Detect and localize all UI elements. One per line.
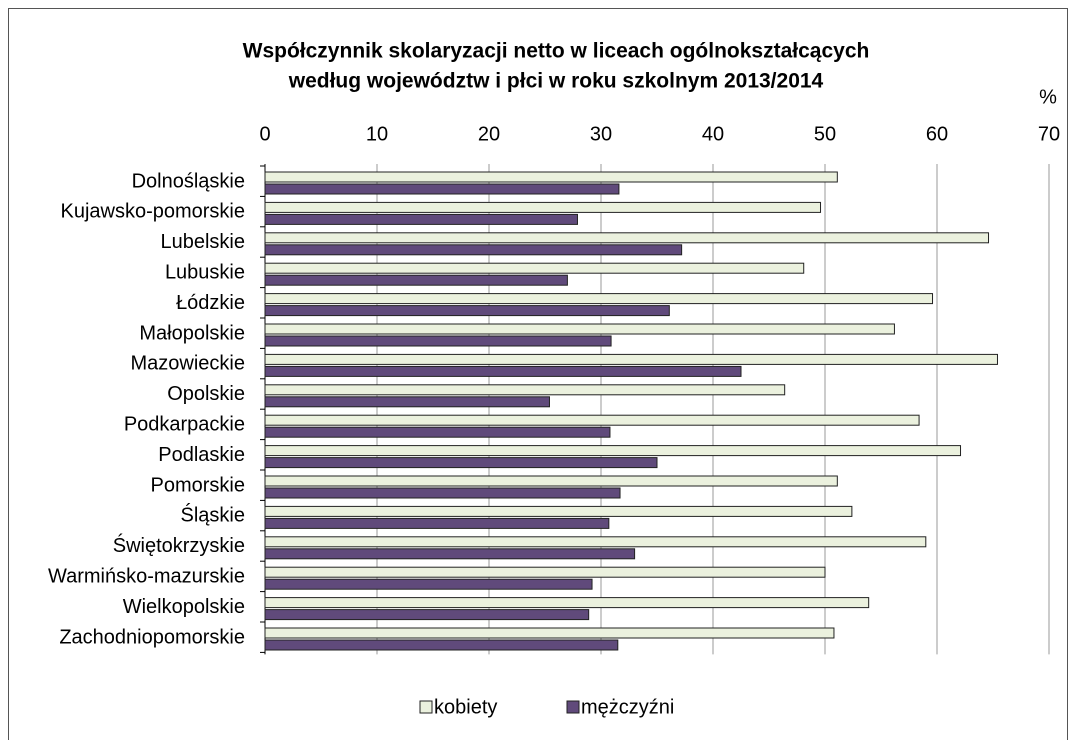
chart-title: Współczynnik skolaryzacji netto w liceac… xyxy=(243,40,870,63)
bar xyxy=(264,627,835,639)
legend-label: kobiety xyxy=(434,696,497,718)
bar xyxy=(264,505,853,517)
bar xyxy=(264,639,619,651)
bar xyxy=(264,578,593,590)
bar xyxy=(264,274,568,286)
y-tick-label: Wielkopolskie xyxy=(123,596,245,618)
y-tick-label: Pomorskie xyxy=(151,474,245,496)
bar xyxy=(264,201,822,213)
bar xyxy=(264,445,962,457)
bar xyxy=(264,457,658,469)
axis-unit: % xyxy=(1039,86,1057,108)
y-tick-label: Łódzkie xyxy=(176,292,245,314)
y-tick-label: Podlaskie xyxy=(158,444,245,466)
bar xyxy=(264,323,895,335)
bar xyxy=(264,232,990,244)
x-tick-label: 60 xyxy=(926,123,948,145)
bar xyxy=(264,305,670,317)
y-tick-label: Lubelskie xyxy=(160,231,245,253)
y-tick-label: Opolskie xyxy=(167,383,245,405)
bar xyxy=(264,353,998,365)
y-tick-label: Śląskie xyxy=(181,503,245,527)
x-tick-label: 50 xyxy=(814,123,836,145)
bar xyxy=(264,609,590,621)
bar xyxy=(264,293,934,305)
y-tick-label: Podkarpackie xyxy=(124,413,245,435)
bar xyxy=(264,183,620,195)
x-tick-label: 40 xyxy=(702,123,724,145)
bar xyxy=(264,597,870,609)
bar xyxy=(264,335,612,347)
x-tick-label: 70 xyxy=(1038,123,1060,145)
bar xyxy=(264,365,742,377)
bar xyxy=(264,426,611,438)
bar xyxy=(264,414,920,426)
y-tick-label: Świętokrzyskie xyxy=(113,533,245,557)
legend-label: mężczyźni xyxy=(581,696,674,718)
y-tick-label: Lubuskie xyxy=(165,261,245,283)
y-tick-label: Warmińsko-mazurskie xyxy=(48,565,245,587)
x-tick-label: 30 xyxy=(590,123,612,145)
bar xyxy=(264,171,838,183)
legend-swatch xyxy=(419,700,433,714)
bar xyxy=(264,536,927,548)
bar xyxy=(264,566,826,578)
chart-title: według województw i płci w roku szkolnym… xyxy=(288,70,824,93)
y-tick-label: Kujawsko-pomorskie xyxy=(60,201,245,223)
bar xyxy=(264,396,550,408)
bar xyxy=(264,517,610,529)
x-tick-label: 20 xyxy=(478,123,500,145)
y-tick-label: Dolnośląskie xyxy=(132,170,245,192)
bar xyxy=(264,262,805,274)
bar xyxy=(264,487,621,499)
bar xyxy=(264,213,578,225)
bar xyxy=(264,548,636,560)
bar xyxy=(264,244,683,256)
y-tick-label: Mazowieckie xyxy=(131,353,245,375)
x-tick-label: 0 xyxy=(259,123,270,145)
y-tick-label: Małopolskie xyxy=(139,322,245,344)
legend-swatch xyxy=(566,700,580,714)
y-tick-label: Zachodniopomorskie xyxy=(59,626,245,648)
x-tick-label: 10 xyxy=(366,123,388,145)
bar xyxy=(264,475,838,487)
bar xyxy=(264,384,786,396)
